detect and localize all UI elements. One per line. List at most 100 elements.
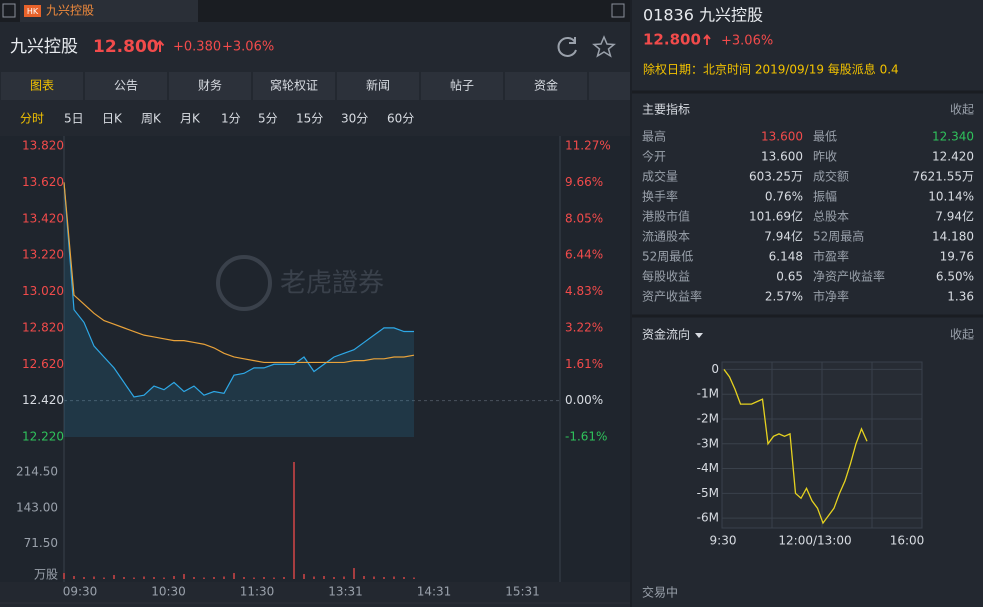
period-tab[interactable]: 1分 — [221, 112, 241, 126]
active-tab[interactable] — [20, 0, 198, 22]
stock-name: 九兴控股 — [10, 37, 78, 57]
volume-bar — [93, 576, 95, 579]
nav-tab[interactable] — [421, 72, 503, 100]
volume-bar — [213, 577, 215, 579]
right-panel — [632, 0, 983, 607]
fund-y-tick-label: -1M — [697, 387, 719, 401]
indicator-label: 最高 — [642, 129, 666, 144]
indicator-label: 最低 — [813, 130, 837, 144]
fund-flow-line — [723, 369, 868, 525]
volume-bar — [383, 577, 385, 579]
y2-tick-label: 6.44% — [565, 248, 603, 262]
y-tick-label: 12.220 — [22, 430, 64, 444]
sidebar-price: 12.800 — [643, 31, 701, 49]
price-line — [63, 182, 415, 364]
section-title[interactable]: 资金流向 — [642, 327, 690, 342]
volume-tick-label: 71.50 — [24, 536, 58, 550]
indicator-value: 12.420 — [932, 150, 974, 164]
nav-tab[interactable] — [1, 72, 83, 100]
volume-unit: 万股 — [34, 568, 58, 582]
period-tab[interactable]: 5日 — [64, 112, 84, 126]
collapse-toggle[interactable]: 收起 — [950, 328, 974, 342]
volume-bar — [283, 577, 285, 579]
indicator-label: 资产收益率 — [642, 289, 702, 304]
indicator-label: 流通股本 — [642, 230, 690, 244]
indicator-label: 总股本 — [813, 210, 849, 224]
volume-bar — [393, 576, 395, 579]
nav-tab[interactable] — [505, 72, 587, 100]
nav-tab[interactable] — [337, 72, 419, 100]
indicator-label: 成交额 — [813, 169, 849, 184]
volume-tick-label: 143.00 — [16, 500, 58, 514]
y-tick-label: 12.420 — [22, 393, 64, 407]
indicator-value: 13.600 — [761, 150, 803, 164]
indicator-label: 振幅 — [813, 189, 837, 204]
volume-bar — [273, 577, 275, 579]
nav-tab-label[interactable]: 图表 — [30, 79, 54, 93]
indicator-value: 101.69亿 — [749, 209, 803, 224]
volume-bar — [403, 577, 405, 579]
x-tick-label: 15:31 — [505, 585, 540, 599]
indicator-value: 0.76% — [765, 190, 803, 204]
indicator-label: 52周最高 — [813, 229, 864, 244]
volume-bar — [323, 576, 325, 579]
up-arrow — [155, 39, 165, 52]
indicator-value: 6.148 — [769, 250, 803, 264]
tab-title[interactable]: 九兴控股 — [46, 4, 94, 18]
volume-bar — [203, 577, 205, 579]
period-tab[interactable]: 月K — [180, 112, 201, 126]
volume-bar — [303, 574, 305, 579]
collapse-toggle[interactable]: 收起 — [950, 103, 974, 117]
period-tab[interactable]: 日K — [102, 112, 123, 126]
nav-tab-label[interactable]: 公告 — [114, 79, 138, 93]
panel-icon[interactable] — [2, 3, 16, 18]
indicator-value: 1.36 — [947, 290, 974, 304]
indicator-label: 成交量 — [642, 169, 678, 184]
change: +0.380 — [173, 40, 221, 55]
x-tick-label: 11:30 — [240, 585, 275, 599]
fund-x-tick-label: 9:30 — [710, 534, 737, 548]
star-icon[interactable] — [592, 35, 616, 58]
chart-area — [0, 136, 630, 582]
badge — [24, 5, 41, 17]
price-line — [63, 182, 414, 398]
nav-tab-label[interactable]: 资金 — [534, 78, 558, 93]
period-tab[interactable]: 15分 — [296, 112, 323, 126]
nav-tab[interactable] — [169, 72, 251, 100]
volume-bar — [173, 576, 175, 579]
y2-tick-label: 3.22% — [565, 320, 603, 334]
nav-tab-label[interactable]: 财务 — [198, 78, 222, 93]
nav-tab[interactable] — [589, 72, 630, 100]
volume-bar — [143, 576, 145, 579]
indicator-label: 昨收 — [813, 150, 837, 164]
nav-tab-label[interactable]: 新闻 — [366, 78, 390, 93]
period-tab[interactable]: 60分 — [387, 112, 414, 126]
fund-y-tick-label: -4M — [697, 461, 719, 475]
y-tick-label: 12.620 — [22, 357, 64, 371]
volume-bar — [103, 577, 105, 579]
indicator-value: 2.57% — [765, 290, 803, 304]
nav-tab-label[interactable]: 窝轮权证 — [270, 78, 318, 93]
y-tick-label: 12.820 — [22, 320, 64, 334]
fund-y-tick-label: -3M — [697, 436, 719, 450]
volume-bar — [233, 573, 235, 579]
period-tab[interactable]: 分时 — [20, 112, 44, 126]
watermark: 老虎證券 — [280, 269, 384, 299]
period-tab[interactable]: 5分 — [258, 112, 278, 126]
volume-bar — [73, 576, 75, 579]
refresh-icon[interactable] — [557, 37, 577, 57]
nav-tab-label[interactable]: 帖子 — [450, 78, 474, 93]
volume-bar — [333, 577, 335, 579]
volume-bar — [113, 575, 115, 579]
panel-icon[interactable] — [611, 3, 625, 18]
volume-bar — [133, 577, 135, 579]
indicator-value: 7.94亿 — [764, 229, 803, 244]
nav-tab[interactable] — [253, 72, 335, 100]
period-tab[interactable]: 周K — [141, 112, 162, 126]
dropdown-icon[interactable] — [695, 333, 703, 338]
sidebar-change-pct: +3.06% — [721, 34, 773, 49]
period-tab[interactable]: 30分 — [341, 112, 368, 126]
y2-tick-label: 11.27% — [565, 139, 611, 153]
nav-tab[interactable] — [85, 72, 167, 100]
